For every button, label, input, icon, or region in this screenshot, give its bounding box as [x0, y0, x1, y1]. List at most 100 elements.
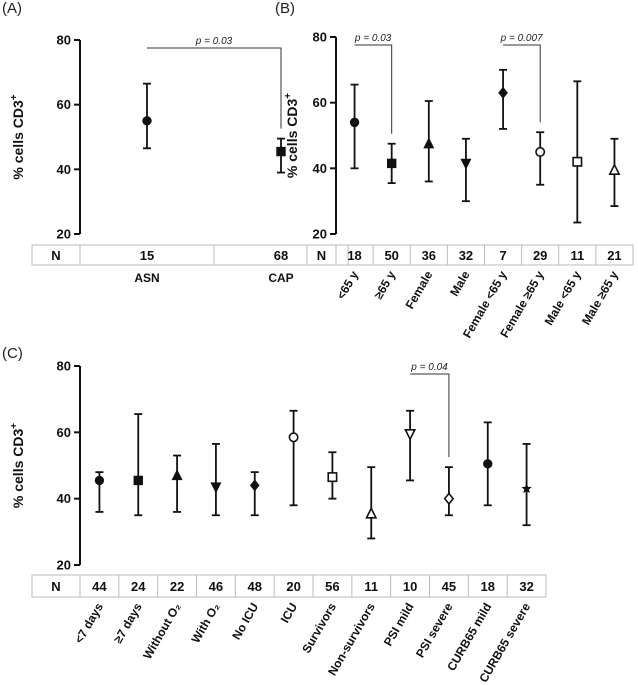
data-point-marker — [572, 156, 583, 167]
error-bar-group — [94, 471, 105, 513]
x-category-label: ≥65 y — [371, 268, 398, 301]
x-category-label: PSI severe — [413, 600, 456, 660]
x-category-label: Female — [403, 268, 436, 311]
error-bar-group — [498, 68, 508, 130]
data-point-marker — [94, 475, 105, 486]
y-axis-title: % cells CD3+ — [283, 93, 300, 178]
bracket-line — [354, 44, 393, 134]
error-bar-group — [386, 142, 397, 185]
chart-panel: (B) 20 40 60 80 % cells CD3+ N 18 50 36 32 7 29 11 21 <… — [275, 0, 634, 341]
y-axis-title-text: % cells CD3 — [10, 429, 26, 509]
x-category-label: With O₂ — [188, 601, 222, 646]
n-table-value: 29 — [533, 248, 547, 263]
n-table-value: 48 — [248, 579, 262, 594]
x-category-label: Male — [447, 268, 473, 298]
data-point-marker — [327, 472, 338, 483]
n-table-border — [31, 244, 349, 266]
p-value-label: p = 0.03 — [354, 33, 392, 44]
y-tick-label: 60 — [57, 97, 71, 112]
x-category-label: Without O₂ — [140, 601, 183, 662]
error-bar-group — [483, 421, 493, 507]
panel-label: (C) — [2, 345, 23, 362]
bracket-line — [410, 373, 450, 458]
n-table-value: 18 — [347, 248, 361, 263]
data-point-marker — [349, 117, 360, 128]
y-tick-label: 60 — [313, 95, 327, 110]
significance-bracket: p = 0.03 — [147, 36, 282, 129]
chart-panel: (C) 20 40 60 80 % cells CD3+ N 44 24 22 46 48 20 56 11… — [2, 345, 547, 685]
significance-bracket: p = 0.04 — [410, 362, 450, 458]
x-category-label: <65 y — [334, 268, 361, 302]
y-tick-label: 40 — [313, 161, 327, 176]
n-table-value: 50 — [384, 248, 398, 263]
n-table-value: 32 — [459, 248, 473, 263]
data-point-marker — [386, 158, 397, 169]
n-table-header: N — [317, 248, 326, 263]
x-category-label: No ICU — [229, 601, 261, 643]
error-bar-group — [460, 137, 472, 203]
data-point-marker — [460, 158, 472, 170]
error-bar-group — [443, 466, 455, 517]
n-table-value: 21 — [607, 248, 621, 263]
x-category-label: ASN — [134, 271, 159, 285]
n-table-value: 11 — [364, 579, 378, 594]
x-category-label: <7 days — [72, 600, 106, 646]
data-point-marker — [276, 146, 286, 157]
n-table-value: 24 — [131, 579, 146, 594]
x-category-label: Male <65 y — [542, 268, 584, 328]
p-value-label: p = 0.03 — [195, 36, 233, 47]
n-table-value: 7 — [499, 248, 506, 263]
bracket-line — [147, 47, 282, 129]
error-bar-group — [349, 83, 360, 170]
data-point-marker — [249, 479, 260, 492]
error-bar-group — [608, 137, 621, 207]
y-tick-label: 40 — [57, 162, 71, 177]
y-axis-title-text: % cells CD3 — [284, 99, 300, 179]
n-table-header: N — [51, 248, 60, 263]
data-point-marker — [483, 459, 493, 469]
data-point-marker — [365, 506, 378, 519]
y-tick-label: 20 — [57, 227, 71, 242]
n-table-value: 36 — [422, 248, 436, 263]
error-bar-group — [327, 451, 338, 500]
p-value-label: p = 0.007 — [500, 33, 543, 44]
error-bar-group — [521, 443, 532, 527]
data-point-marker — [443, 492, 455, 506]
data-point-marker — [608, 162, 621, 175]
y-tick-label: 80 — [57, 33, 71, 48]
n-table-value: 46 — [209, 579, 223, 594]
error-bar-group — [142, 82, 152, 150]
bracket-line — [503, 44, 541, 123]
n-table-value: 45 — [442, 579, 456, 594]
n-table-value: 44 — [92, 579, 107, 594]
error-bar-group — [249, 471, 260, 517]
n-table-value: 20 — [286, 579, 300, 594]
x-category-label: PSI mild — [381, 601, 417, 649]
data-point-marker — [535, 146, 546, 157]
data-point-marker — [288, 432, 299, 443]
y-axis-title-sup: + — [283, 93, 294, 99]
n-table-value: 10 — [403, 579, 417, 594]
x-category-label: ICU — [278, 601, 300, 626]
error-bar-group — [423, 100, 435, 183]
n-table-value: 32 — [519, 579, 533, 594]
error-bar-group — [133, 413, 143, 517]
n-table-value: 22 — [170, 579, 184, 594]
x-category-label: ≥7 days — [111, 600, 145, 645]
significance-bracket: p = 0.03 — [354, 33, 393, 134]
x-category-label: Survivors — [299, 600, 339, 655]
significance-bracket: p = 0.007 — [500, 33, 543, 123]
n-table-value: 18 — [481, 579, 495, 594]
error-bar-group — [210, 443, 222, 517]
data-point-marker — [521, 483, 532, 494]
p-value-label: p = 0.04 — [410, 362, 448, 373]
n-table-border — [31, 574, 547, 598]
y-tick-label: 40 — [57, 491, 71, 506]
data-point-marker — [210, 482, 222, 494]
n-table-border — [306, 244, 634, 266]
error-bar-group — [171, 454, 183, 513]
n-table-header: N — [51, 579, 60, 594]
n-table-value: 56 — [325, 579, 339, 594]
